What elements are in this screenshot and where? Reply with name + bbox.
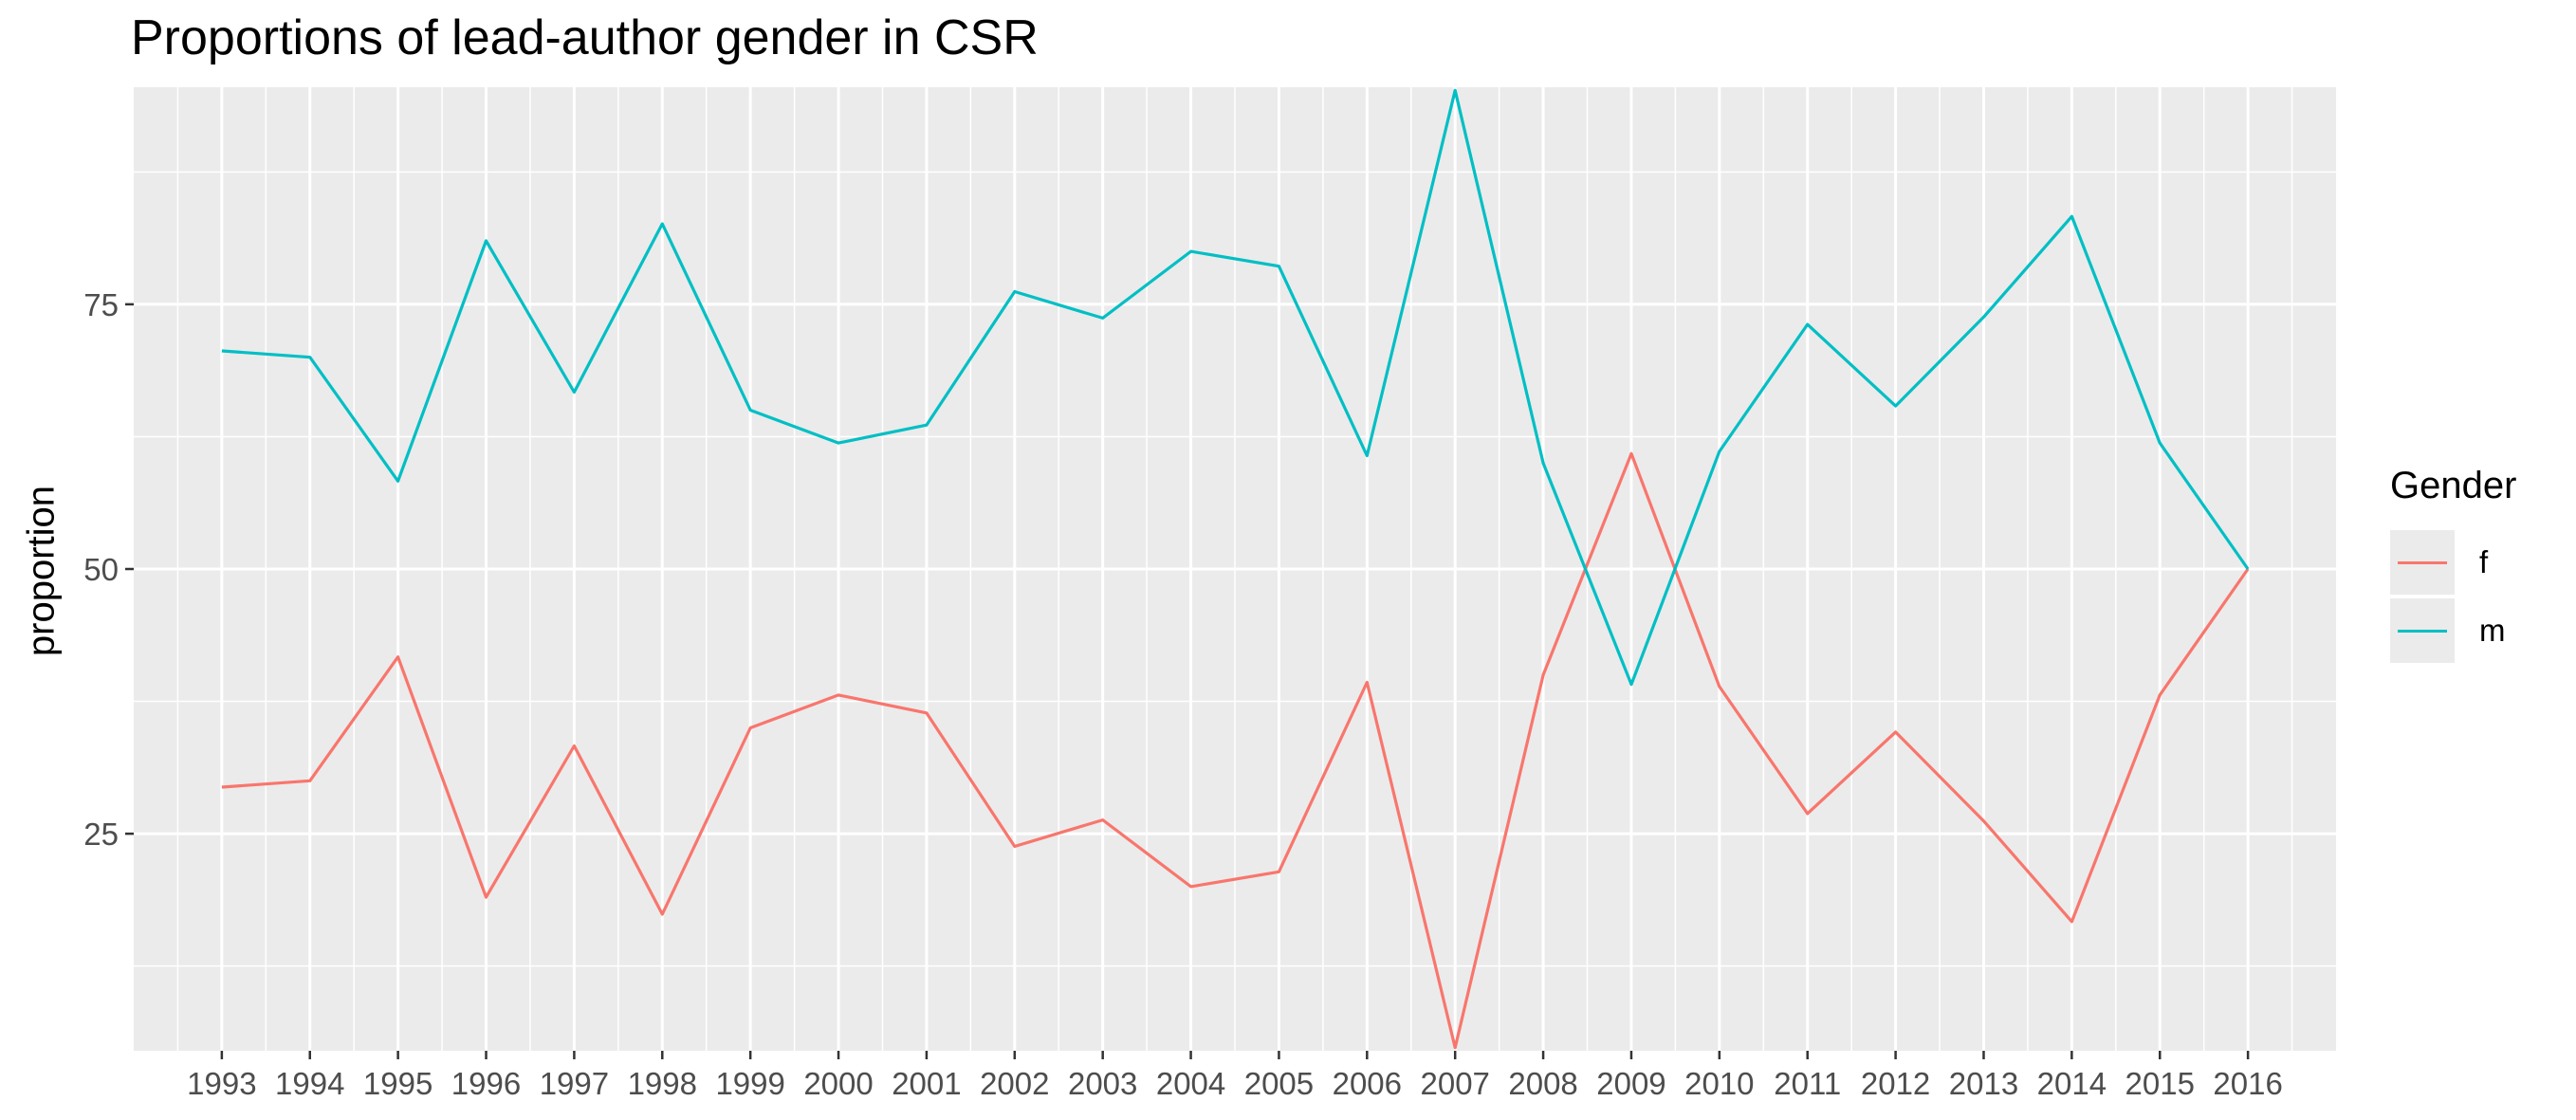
legend-item-f: f bbox=[2390, 528, 2516, 597]
x-tick-label: 1996 bbox=[451, 1066, 521, 1101]
x-tick-label: 2010 bbox=[1684, 1066, 1754, 1101]
x-tick-label: 1993 bbox=[187, 1066, 256, 1101]
x-tick-label: 2014 bbox=[2037, 1066, 2107, 1101]
legend-label-m: m bbox=[2479, 613, 2506, 648]
x-tick-label: 2003 bbox=[1068, 1066, 1137, 1101]
legend: Gender f m bbox=[2390, 465, 2516, 665]
x-tick-label: 2009 bbox=[1596, 1066, 1665, 1101]
x-tick-label: 2001 bbox=[892, 1066, 961, 1101]
x-tick-label: 2012 bbox=[1861, 1066, 1930, 1101]
x-tick-label: 2007 bbox=[1420, 1066, 1489, 1101]
major-gridlines bbox=[134, 87, 2336, 1051]
legend-title: Gender bbox=[2390, 465, 2517, 506]
y-tick-label: 50 bbox=[83, 552, 119, 587]
y-tick-label: 25 bbox=[83, 817, 119, 852]
legend-swatch-m bbox=[2398, 630, 2447, 633]
y-tick-label: 75 bbox=[83, 287, 119, 322]
x-tick-label: 1998 bbox=[628, 1066, 697, 1101]
chart-title: Proportions of lead-author gender in CSR bbox=[131, 10, 1039, 65]
x-tick-label: 1994 bbox=[275, 1066, 344, 1101]
x-tick-label: 2006 bbox=[1333, 1066, 1402, 1101]
x-tick-label: 2000 bbox=[803, 1066, 873, 1101]
legend-item-m: m bbox=[2390, 597, 2516, 665]
legend-key-f bbox=[2390, 530, 2455, 595]
series-line-f bbox=[221, 451, 2250, 1050]
x-tick-label: 1999 bbox=[715, 1066, 784, 1101]
x-tick-label: 2011 bbox=[1774, 1066, 1841, 1101]
x-tick-label: 2015 bbox=[2125, 1066, 2195, 1101]
x-tick-label: 2004 bbox=[1156, 1066, 1225, 1101]
x-tick-label: 2013 bbox=[1949, 1066, 2018, 1101]
x-tick-label: 1995 bbox=[363, 1066, 432, 1101]
x-tick-label: 2008 bbox=[1508, 1066, 1577, 1101]
legend-key-m bbox=[2390, 598, 2455, 663]
x-tick-label: 1997 bbox=[540, 1066, 609, 1101]
tick-labels: 1993 1994 1995 1996 1997 1998 1999 2000 2001 2002… bbox=[83, 287, 2283, 1101]
x-tick-label: 2016 bbox=[2213, 1066, 2282, 1101]
x-tick-label: 2002 bbox=[980, 1066, 1049, 1101]
axis-ticks bbox=[125, 303, 2250, 1059]
series-line-m bbox=[221, 88, 2250, 687]
legend-swatch-f bbox=[2398, 561, 2447, 564]
series-layer bbox=[221, 88, 2250, 1050]
x-tick-label: 2005 bbox=[1244, 1066, 1314, 1101]
legend-label-f: f bbox=[2479, 544, 2489, 579]
